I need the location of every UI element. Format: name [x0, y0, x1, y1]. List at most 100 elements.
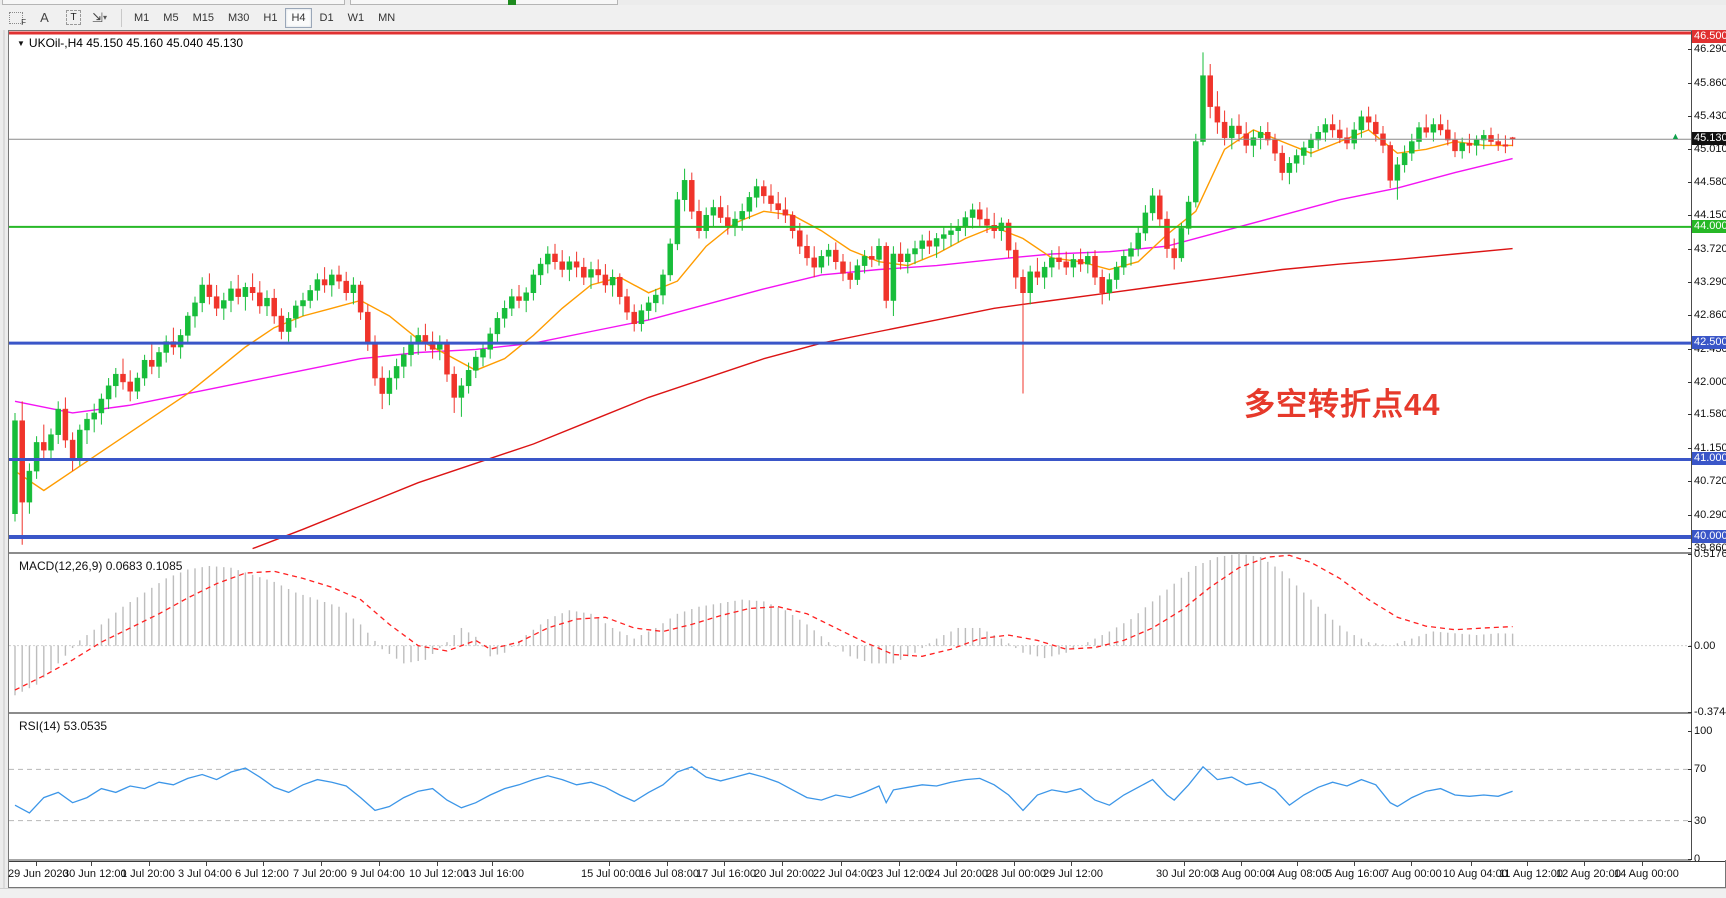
axis-tick-label: 30 [1694, 814, 1707, 827]
time-axis-label: 7 Aug 00:00 [1383, 868, 1442, 880]
price-axis[interactable]: 46.290 45.860 45.430 45.010 44.580 44.150 43.7… [1688, 30, 1726, 865]
time-axis-label: 11 Aug 12:00 [1499, 868, 1564, 880]
clipped-toolbar-row [0, 0, 1726, 5]
time-axis[interactable]: 29 Jun 2020 30 Jun 12:00 1 Jul 20:00 3 Jul … [8, 861, 1725, 887]
axis-tick-label: 41.150 [1694, 441, 1726, 454]
axis-tick-mark [1688, 514, 1692, 516]
axis-tick-mark [1688, 645, 1692, 647]
time-tick-mark [321, 862, 322, 866]
time-axis-label: 10 Aug 04:00 [1443, 868, 1508, 880]
timeframe-button-m15[interactable]: M15 [192, 11, 214, 24]
axis-tick-mark [1688, 547, 1692, 549]
axis-tick-mark [1688, 769, 1692, 771]
time-tick-mark [1527, 862, 1528, 866]
clipped-button-group [2, 0, 345, 5]
time-axis-label: 30 Jul 20:00 [1156, 868, 1216, 880]
chart-toolbar: F A T ⇲ ▾ M1 M5 M15 M30 H1 H4 D1 W1 MN [0, 5, 1726, 30]
axis-tick-label: 40.290 [1694, 508, 1726, 521]
axis-tick-mark [1688, 820, 1692, 822]
axis-tick-mark [1688, 115, 1692, 117]
window-left-edge [3, 30, 5, 888]
timeframe-button-w1[interactable]: W1 [347, 11, 365, 24]
time-tick-mark [724, 862, 725, 866]
time-axis-label: 4 Aug 08:00 [1269, 868, 1328, 880]
time-tick-mark [206, 862, 207, 866]
time-axis-label: 3 Jul 04:00 [178, 868, 232, 880]
timeframe-button-h4[interactable]: H4 [285, 7, 312, 28]
axis-tick-label: 0.5176 [1694, 548, 1726, 560]
chart-area[interactable] [9, 31, 1691, 861]
expert-f-glyph: F [21, 18, 26, 27]
axis-tick-mark [1688, 447, 1692, 449]
timeframe-button-d1[interactable]: D1 [319, 11, 334, 24]
axis-tick-mark [1688, 859, 1692, 860]
clipped-green-indicator [508, 0, 516, 5]
time-axis-label: 3 Aug 00:00 [1213, 868, 1272, 880]
expert-advisor-icon[interactable]: F [2, 7, 29, 28]
time-tick-mark [1642, 862, 1643, 866]
time-tick-mark [36, 862, 37, 866]
axis-tick-mark [1688, 731, 1692, 732]
timeframe-button-m5[interactable]: M5 [163, 11, 179, 24]
time-axis-label: 22 Jul 04:00 [813, 868, 873, 880]
time-tick-mark [1471, 862, 1472, 866]
draw-arrows-icon[interactable]: ⇲ ▾ [89, 7, 116, 28]
time-axis-label: 6 Jul 12:00 [235, 868, 289, 880]
time-tick-mark [956, 862, 957, 866]
time-axis-label: 29 Jun 2020 [8, 868, 69, 880]
axis-tick-label: 39.860 [1694, 541, 1726, 554]
current-price-arrow-icon: ▲ [1671, 131, 1680, 141]
time-axis-label: 10 Jul 12:00 [409, 868, 469, 880]
axis-tick-label: 0.00 [1694, 639, 1716, 652]
axis-tick-mark [1688, 248, 1692, 250]
draw-arrows-glyph: ⇲ [92, 9, 103, 25]
time-tick-mark [91, 862, 92, 866]
macd-indicator-label: MACD(12,26,9) 0.0683 0.1085 [19, 559, 183, 573]
time-tick-mark [379, 862, 380, 866]
time-axis-label: 28 Jul 00:00 [986, 868, 1046, 880]
timeframe-button-m1[interactable]: M1 [134, 11, 150, 24]
chart-title: ▼ UKOil-,H4 45.150 45.160 45.040 45.130 [17, 36, 244, 50]
axis-tick-label: -0.3744 [1694, 706, 1726, 718]
time-axis-label: 13 Jul 16:00 [464, 868, 524, 880]
font-a-glyph: A [40, 10, 49, 25]
axis-tick-mark [1688, 414, 1692, 416]
time-tick-mark [1354, 862, 1355, 866]
price-level-badge: 40.000 [1692, 530, 1726, 543]
time-axis-label: 7 Jul 20:00 [293, 868, 347, 880]
timeframe-button-group: M1 M5 M15 M30 H1 H4 D1 W1 MN [127, 7, 402, 28]
text-label-icon[interactable]: T [60, 7, 87, 28]
time-tick-mark [1297, 862, 1298, 866]
time-tick-mark [899, 862, 900, 866]
axis-tick-mark [1688, 348, 1692, 350]
axis-tick-label: 45.430 [1694, 109, 1726, 122]
axis-tick-mark [1688, 215, 1692, 217]
time-tick-mark [782, 862, 783, 866]
chart-annotation-text[interactable]: 多空转折点44 [1244, 387, 1441, 422]
axis-tick-label: 42.860 [1694, 309, 1726, 322]
font-a-icon[interactable]: A [31, 7, 58, 28]
dotted-box-icon [8, 11, 23, 24]
chevron-down-icon[interactable]: ▼ [17, 39, 25, 48]
time-axis-label: 24 Jul 20:00 [928, 868, 988, 880]
time-tick-mark [1241, 862, 1242, 866]
rsi-indicator-label: RSI(14) 53.0535 [19, 719, 108, 733]
time-tick-mark [437, 862, 438, 866]
chart-window[interactable]: ▼ UKOil-,H4 45.150 45.160 45.040 45.130 多… [8, 30, 1726, 888]
axis-tick-label: 46.290 [1694, 43, 1726, 56]
status-strip [0, 888, 1726, 898]
axis-tick-label: 40.720 [1694, 475, 1726, 488]
axis-tick-mark [1688, 554, 1692, 555]
time-axis-label: 9 Jul 04:00 [351, 868, 405, 880]
timeframe-button-h1[interactable]: H1 [263, 11, 278, 24]
axis-tick-label: 43.290 [1694, 275, 1726, 288]
time-axis-label: 14 Aug 00:00 [1614, 868, 1679, 880]
dropdown-caret-icon[interactable]: ▾ [102, 13, 107, 22]
timeframe-button-mn[interactable]: MN [378, 11, 396, 24]
timeframe-button-m30[interactable]: M30 [227, 11, 250, 24]
clipped-button-group [350, 0, 618, 5]
time-axis-label: 1 Jul 20:00 [121, 868, 175, 880]
axis-tick-label: 42.000 [1694, 375, 1726, 388]
time-tick-mark [1071, 862, 1072, 866]
axis-tick-mark [1688, 82, 1692, 84]
